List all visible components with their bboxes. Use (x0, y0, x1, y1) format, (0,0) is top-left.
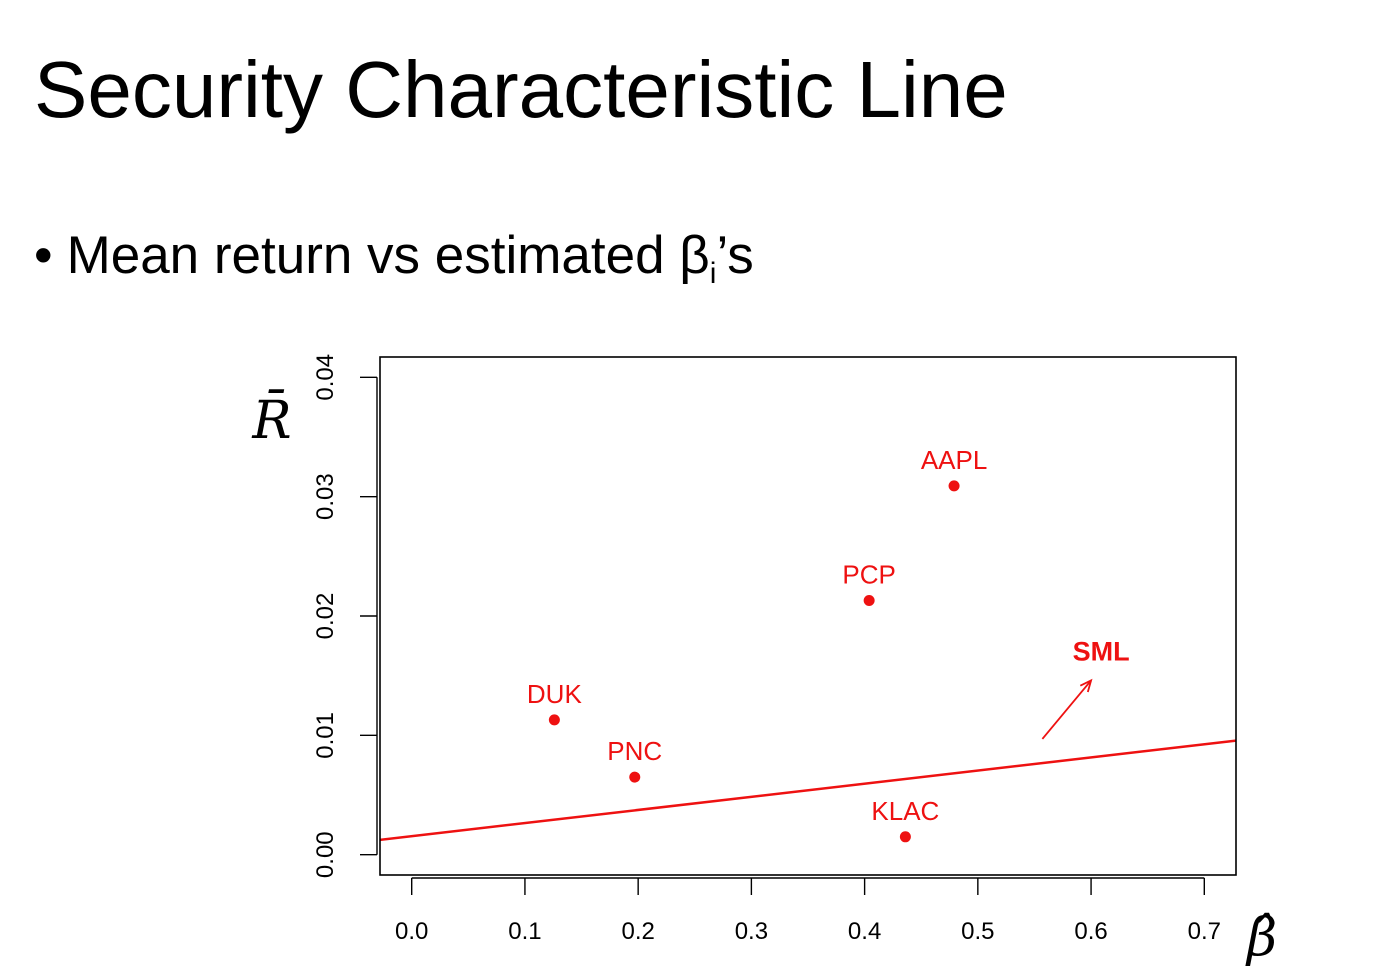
bullet-dot: • (34, 226, 53, 285)
data-point (863, 594, 875, 606)
point-label: AAPL (921, 445, 988, 475)
annotation-arrow (1041, 679, 1092, 740)
y-tick-label: 0.04 (312, 354, 339, 401)
point-pcp: PCP (842, 559, 896, 606)
x-tick-label: 0.5 (961, 918, 994, 945)
bullet-text-tail: ’s (716, 226, 754, 285)
sml-annotation: SML (1041, 636, 1130, 740)
data-point (548, 714, 560, 726)
point-label: DUK (527, 679, 583, 709)
point-label: PNC (607, 736, 662, 766)
bullet-text: Mean return vs estimated β (66, 226, 710, 285)
sml-line (379, 739, 1237, 842)
point-pnc: PNC (607, 736, 662, 783)
x-tick-label: 0.7 (1188, 918, 1221, 945)
y-tick-label: 0.02 (312, 593, 339, 640)
y-tick-label: 0.00 (312, 831, 339, 878)
x-tick-label: 0.4 (848, 918, 881, 945)
x-tick-label: 0.3 (735, 918, 768, 945)
sml-annotation-label: SML (1073, 636, 1130, 666)
x-axis: 0.0 0.1 0.2 0.3 0.4 0.5 0.6 0.7 (395, 877, 1221, 945)
point-label: KLAC (871, 796, 939, 826)
x-tick-label: 0.1 (508, 918, 541, 945)
point-duk: DUK (527, 679, 583, 726)
bullet-subscript: i (709, 257, 717, 290)
point-aapl: AAPL (921, 445, 988, 492)
point-label: PCP (842, 559, 895, 589)
data-point (948, 480, 960, 492)
y-axis-label: R̄ (251, 390, 291, 451)
y-tick-label: 0.03 (312, 473, 339, 520)
x-tick-label: 0.2 (621, 918, 654, 945)
x-axis-label: β̂ (1245, 908, 1277, 968)
bullet-point: • Mean return vs estimated βi’s (34, 226, 754, 292)
plot-frame (379, 356, 1237, 876)
slide-title: Security Characteristic Line (34, 45, 1008, 134)
y-tick-label: 0.01 (312, 712, 339, 759)
x-tick-label: 0.6 (1074, 918, 1107, 945)
point-klac: KLAC (871, 796, 939, 843)
arrow-head (1079, 678, 1093, 693)
data-point (899, 831, 911, 843)
data-point (629, 771, 641, 783)
x-tick-label: 0.0 (395, 918, 428, 945)
y-axis: 0.00 0.01 0.02 0.03 0.04 (312, 354, 378, 878)
